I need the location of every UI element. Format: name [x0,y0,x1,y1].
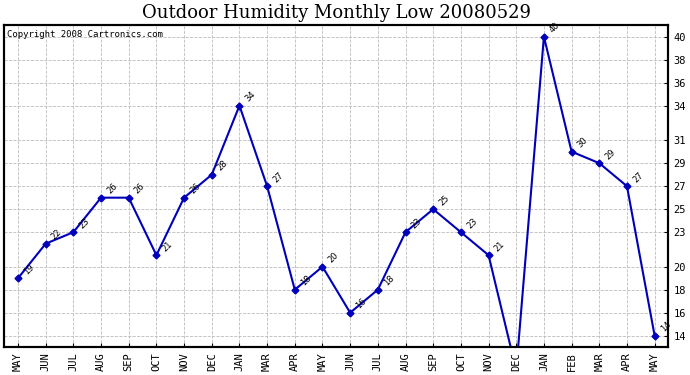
Text: 29: 29 [604,147,618,161]
Text: 27: 27 [631,170,645,184]
Text: 21: 21 [493,239,506,253]
Text: 20: 20 [326,251,340,264]
Text: 40: 40 [548,21,562,34]
Text: 26: 26 [133,182,147,195]
Text: 23: 23 [465,216,479,230]
Text: 26: 26 [188,182,202,195]
Text: 14: 14 [659,320,673,333]
Text: 18: 18 [382,274,396,288]
Text: 34: 34 [244,90,257,104]
Text: 21: 21 [161,239,175,253]
Text: 22: 22 [50,228,63,242]
Text: 28: 28 [216,159,230,172]
Text: 11: 11 [0,374,1,375]
Text: 19: 19 [22,262,36,276]
Text: 18: 18 [299,274,313,288]
Text: 23: 23 [410,216,424,230]
Text: 16: 16 [355,297,368,310]
Title: Outdoor Humidity Monthly Low 20080529: Outdoor Humidity Monthly Low 20080529 [142,4,531,22]
Text: Copyright 2008 Cartronics.com: Copyright 2008 Cartronics.com [8,30,164,39]
Text: 30: 30 [575,136,590,150]
Text: 26: 26 [105,182,119,195]
Text: 23: 23 [77,216,91,230]
Text: 25: 25 [437,193,451,207]
Text: 27: 27 [271,170,285,184]
